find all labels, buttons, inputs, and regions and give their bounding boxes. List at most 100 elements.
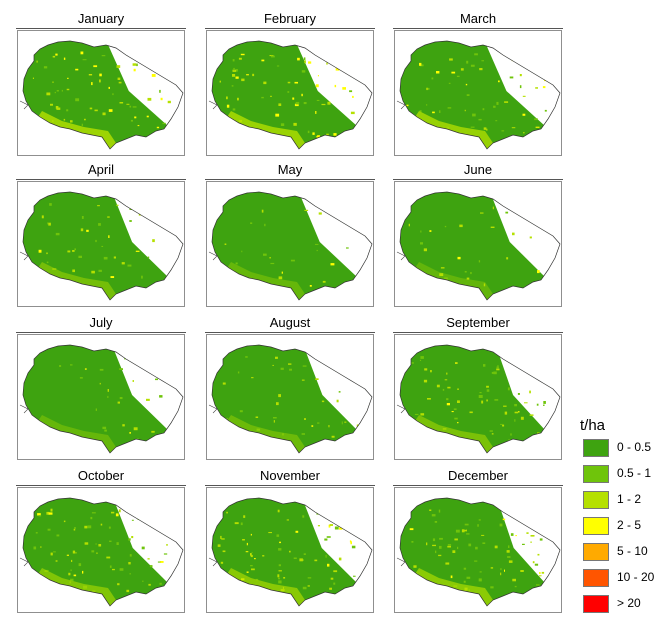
raster-cell bbox=[534, 133, 538, 136]
legend-label: 2 - 5 bbox=[617, 518, 642, 532]
raster-cell bbox=[342, 87, 346, 90]
map-svg bbox=[19, 344, 184, 454]
raster-cell bbox=[137, 125, 140, 127]
raster-cell bbox=[276, 402, 279, 406]
map-panel: October bbox=[16, 466, 186, 613]
raster-cell bbox=[411, 133, 414, 136]
raster-cell bbox=[63, 520, 66, 523]
raster-cell bbox=[543, 523, 547, 525]
raster-cell bbox=[251, 551, 253, 553]
raster-cell bbox=[431, 77, 434, 80]
southern-rim-area bbox=[38, 111, 116, 149]
raster-cell bbox=[330, 577, 334, 580]
raster-cell bbox=[544, 109, 547, 112]
raster-cell bbox=[56, 90, 59, 92]
raster-cell bbox=[533, 64, 536, 67]
raster-cell bbox=[234, 522, 239, 525]
raster-cell bbox=[494, 545, 498, 549]
map-svg bbox=[19, 191, 184, 301]
raster-cell bbox=[411, 362, 414, 364]
raster-cell bbox=[87, 525, 92, 529]
raster-cell bbox=[479, 68, 483, 71]
raster-cell bbox=[233, 67, 235, 71]
raster-cell bbox=[321, 400, 325, 403]
legend-label: 0 - 0.5 bbox=[617, 440, 652, 454]
raster-cell bbox=[109, 540, 112, 542]
river-line bbox=[19, 557, 29, 567]
raster-cell bbox=[490, 226, 495, 228]
raster-cell bbox=[40, 546, 42, 548]
raster-cell bbox=[349, 540, 352, 543]
raster-cell bbox=[447, 107, 452, 109]
raster-cell bbox=[500, 572, 502, 576]
raster-cell bbox=[295, 530, 299, 533]
raster-cell bbox=[331, 435, 335, 438]
raster-cell bbox=[512, 55, 515, 57]
raster-cell bbox=[316, 249, 318, 252]
raster-cell bbox=[439, 537, 443, 540]
raster-cell bbox=[333, 570, 338, 573]
raster-cell bbox=[448, 82, 451, 84]
raster-cell bbox=[108, 109, 113, 112]
raster-cell bbox=[420, 356, 424, 359]
raster-cell bbox=[334, 84, 337, 88]
raster-cell bbox=[95, 239, 97, 243]
raster-cell bbox=[93, 65, 98, 68]
raster-cell bbox=[263, 81, 267, 85]
raster-cell bbox=[50, 103, 53, 106]
raster-cell bbox=[408, 223, 410, 227]
raster-cell bbox=[108, 526, 111, 529]
raster-cell bbox=[217, 544, 221, 547]
southern-rim-area bbox=[38, 415, 116, 453]
map-svg bbox=[19, 40, 184, 150]
raster-cell bbox=[464, 109, 466, 112]
raster-cell bbox=[504, 411, 508, 415]
raster-cell bbox=[222, 382, 226, 385]
raster-cell bbox=[478, 395, 483, 398]
raster-cell bbox=[240, 53, 245, 56]
raster-cell bbox=[70, 364, 73, 366]
raster-cell bbox=[132, 380, 134, 382]
raster-cell bbox=[455, 362, 458, 364]
raster-cell bbox=[78, 255, 82, 258]
legend-label: > 20 bbox=[617, 596, 641, 610]
raster-cell bbox=[455, 529, 460, 533]
raster-cell bbox=[254, 558, 256, 560]
raster-cell bbox=[346, 247, 349, 249]
raster-cell bbox=[56, 534, 60, 537]
raster-cell bbox=[463, 567, 467, 570]
raster-cell bbox=[63, 118, 66, 121]
raster-cell bbox=[72, 269, 75, 273]
raster-cell bbox=[420, 242, 423, 245]
map-frame bbox=[206, 30, 374, 156]
raster-cell bbox=[245, 356, 248, 358]
raster-cell bbox=[523, 132, 525, 134]
raster-cell bbox=[537, 553, 540, 556]
map-panel: November bbox=[205, 466, 375, 613]
panel-title: December bbox=[393, 466, 563, 486]
raster-cell bbox=[356, 590, 360, 593]
raster-cell bbox=[316, 135, 318, 138]
raster-cell bbox=[226, 417, 228, 420]
river-line bbox=[208, 404, 218, 414]
map-svg bbox=[19, 497, 184, 607]
raster-cell bbox=[420, 64, 424, 67]
raster-cell bbox=[289, 550, 291, 553]
raster-cell bbox=[271, 55, 275, 58]
raster-cell bbox=[281, 271, 283, 274]
raster-cell bbox=[454, 417, 458, 420]
raster-cell bbox=[41, 215, 44, 219]
raster-cell bbox=[493, 105, 496, 108]
raster-cell bbox=[150, 515, 152, 518]
map-panel: March bbox=[393, 9, 563, 156]
raster-cell bbox=[116, 65, 121, 68]
map-svg bbox=[396, 344, 561, 454]
raster-cell bbox=[535, 126, 540, 128]
raster-cell bbox=[496, 101, 499, 105]
raster-cell bbox=[99, 382, 101, 385]
panel-title: June bbox=[393, 160, 563, 180]
raster-cell bbox=[451, 411, 454, 413]
raster-cell bbox=[287, 91, 290, 93]
legend-swatch bbox=[583, 595, 609, 613]
raster-cell bbox=[494, 399, 499, 401]
